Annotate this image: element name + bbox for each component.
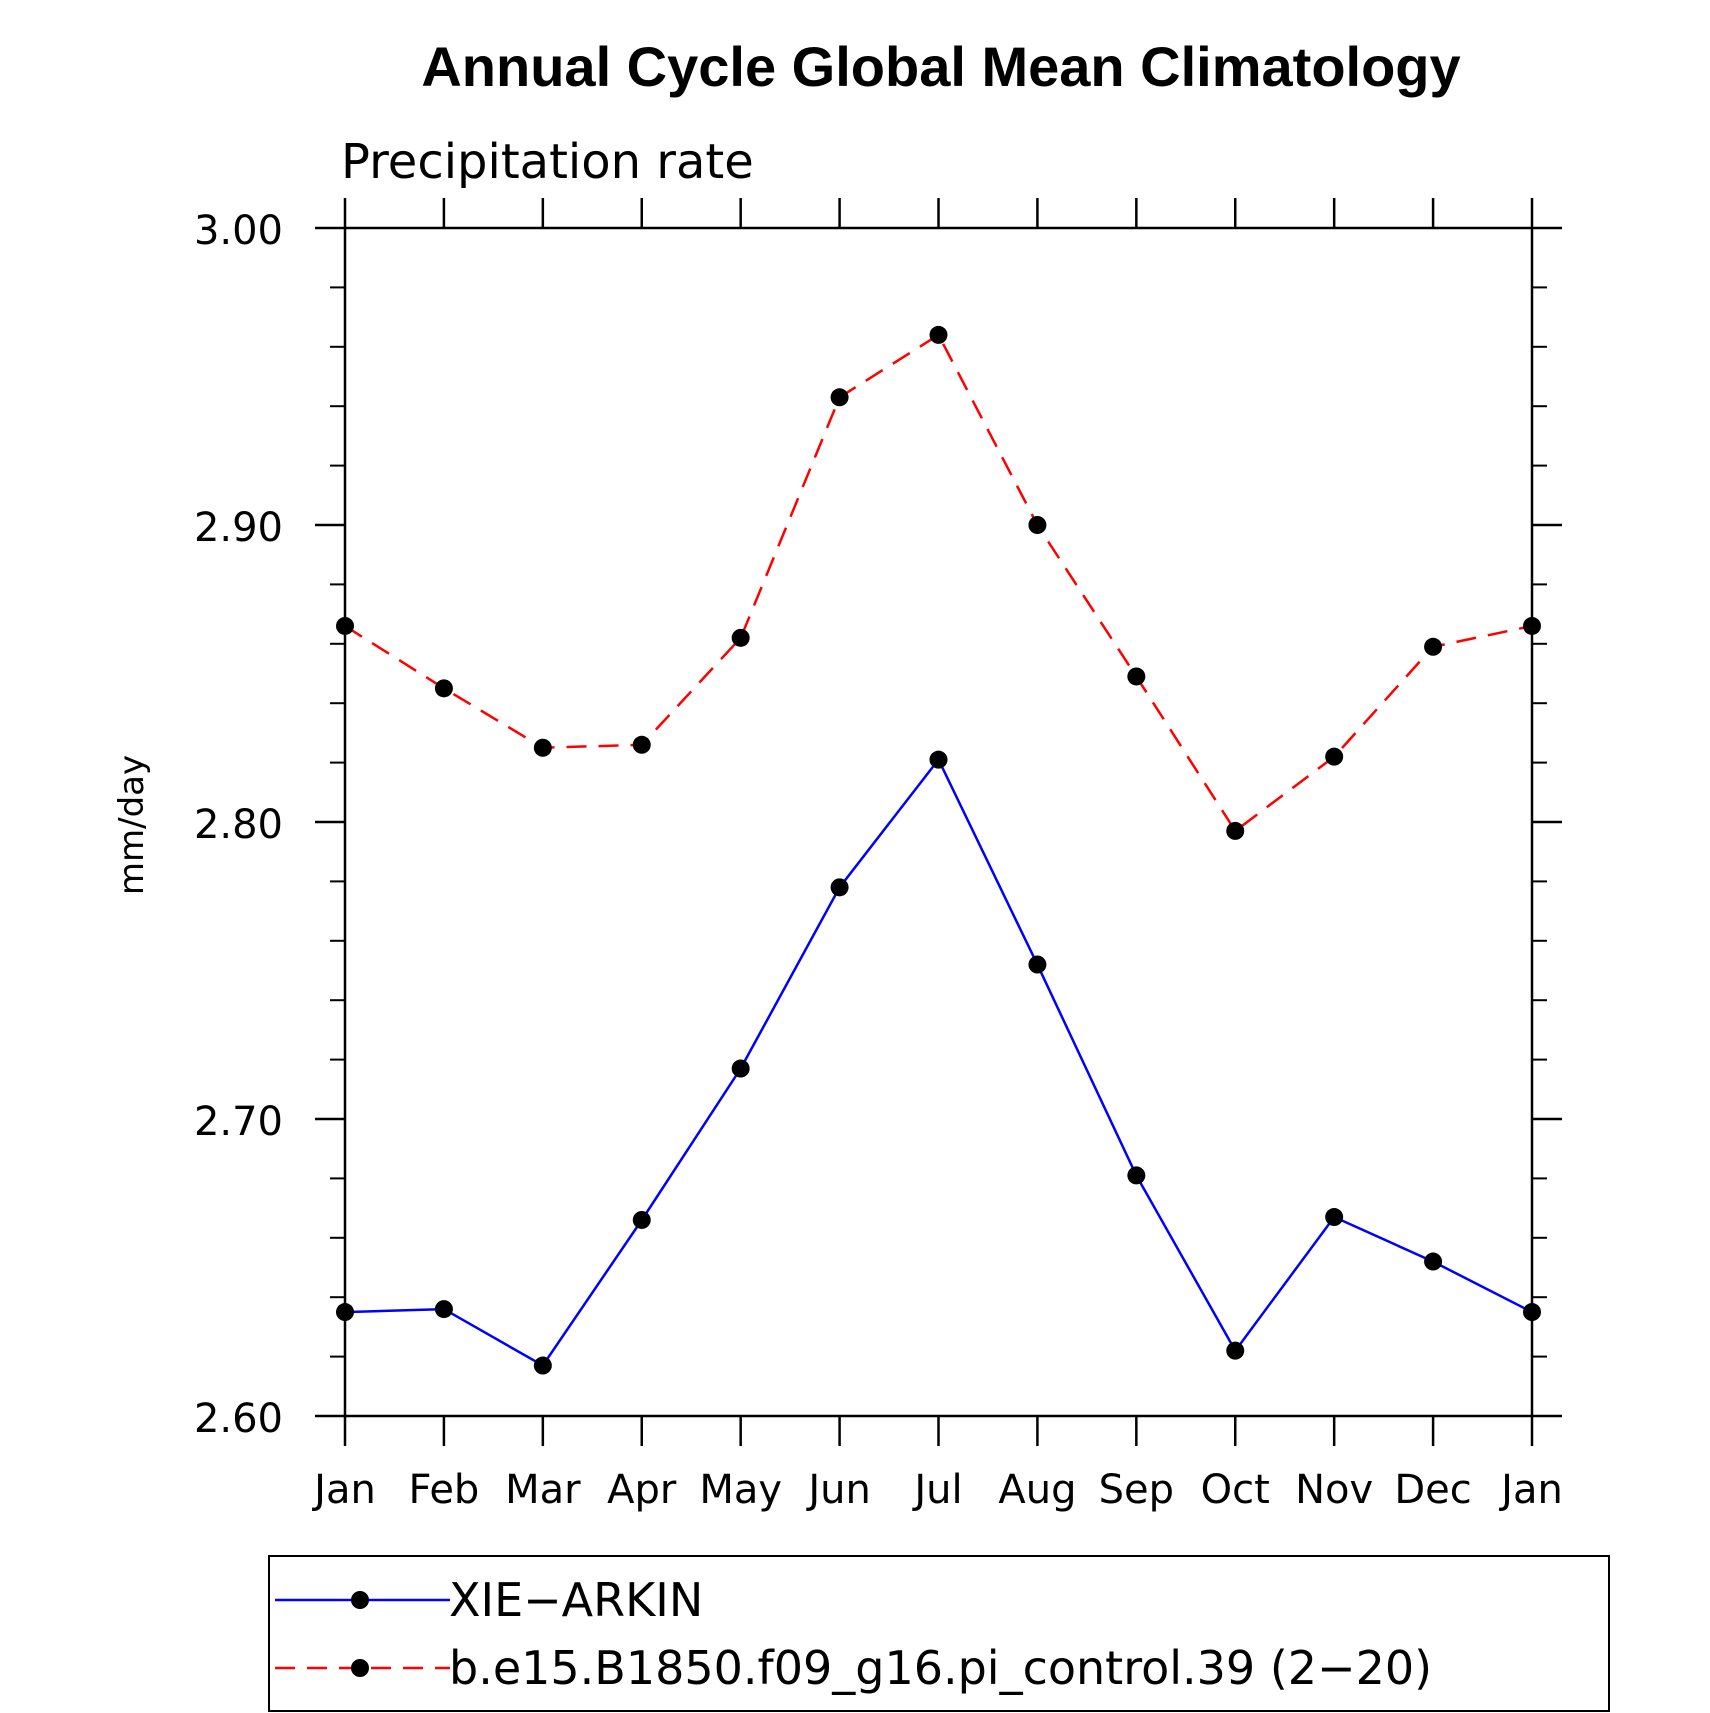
data-point-series-0 (830, 878, 849, 897)
axis-ticks (315, 198, 1562, 1446)
x-tick-label: Jun (805, 1467, 871, 1513)
data-point-series-1 (929, 325, 948, 344)
data-point-series-0 (731, 1059, 750, 1078)
x-tick-label: Aug (998, 1467, 1076, 1513)
y-tick-label: 2.70 (194, 1099, 283, 1145)
chart-subtitle: Precipitation rate (341, 134, 754, 190)
series-points (336, 325, 1541, 1375)
data-point-series-1 (1424, 637, 1443, 656)
data-point-series-0 (1028, 955, 1047, 974)
data-point-series-0 (1226, 1341, 1245, 1360)
x-tick-label: Sep (1099, 1467, 1174, 1513)
legend-box (268, 1555, 1610, 1712)
data-point-series-1 (1325, 747, 1344, 766)
data-point-series-0 (336, 1303, 354, 1322)
x-tick-label: Apr (607, 1467, 677, 1513)
data-point-series-0 (1325, 1208, 1344, 1227)
data-point-series-0 (929, 750, 948, 769)
y-tick-label: 2.60 (194, 1396, 283, 1442)
legend-label-model: b.e15.B1850.f09_g16.pi_control.39 (2−20) (449, 1641, 1432, 1695)
data-point-series-1 (533, 738, 552, 757)
legend-label-xie-arkin: XIE−ARKIN (449, 1573, 703, 1627)
data-point-series-1 (1226, 821, 1245, 840)
data-point-series-1 (1523, 616, 1541, 635)
data-point-series-0 (1424, 1252, 1443, 1271)
data-point-series-1 (1028, 516, 1047, 534)
data-point-series-0 (1523, 1303, 1541, 1322)
data-point-series-0 (533, 1356, 552, 1375)
legend-marker-model (351, 1659, 369, 1677)
x-tick-label: Mar (505, 1467, 581, 1513)
x-tick-label: Feb (409, 1467, 480, 1513)
x-tick-label: Nov (1295, 1467, 1373, 1513)
x-tick-label: Oct (1201, 1467, 1270, 1513)
x-tick-label: Dec (1394, 1467, 1471, 1513)
legend-marker-xie-arkin (351, 1591, 369, 1609)
data-point-series-0 (434, 1300, 453, 1319)
axis-tick-labels: Jan Feb Mar Apr May Jun Jul Aug Sep Oct Nov Dec Jan 2… (194, 208, 1563, 1513)
data-point-series-1 (632, 735, 651, 754)
x-tick-label: Jan (1498, 1467, 1563, 1513)
series-line-0 (344, 757, 1533, 1368)
data-point-series-0 (1127, 1166, 1146, 1185)
series-lines (344, 333, 1533, 1368)
y-axis-label: mm/day (112, 755, 152, 895)
x-tick-label: Jan (311, 1467, 376, 1513)
chart-title: Annual Cycle Global Mean Climatology (421, 35, 1460, 98)
data-point-series-1 (830, 388, 849, 407)
legend: XIE−ARKIN b.e15.B1850.f09_g16.pi_control… (268, 1555, 1610, 1712)
x-tick-label: Jul (911, 1467, 962, 1513)
x-tick-label: May (699, 1467, 782, 1513)
y-tick-label: 2.90 (194, 505, 283, 551)
data-point-series-1 (336, 616, 354, 635)
data-point-series-1 (731, 628, 750, 647)
data-point-series-1 (434, 679, 453, 698)
plot-axes (343, 226, 1534, 1418)
y-tick-label: 2.80 (194, 802, 283, 848)
data-point-series-0 (632, 1210, 651, 1229)
plot-frame (343, 226, 1534, 1418)
y-tick-label: 3.00 (194, 208, 283, 254)
data-point-series-1 (1127, 667, 1146, 686)
